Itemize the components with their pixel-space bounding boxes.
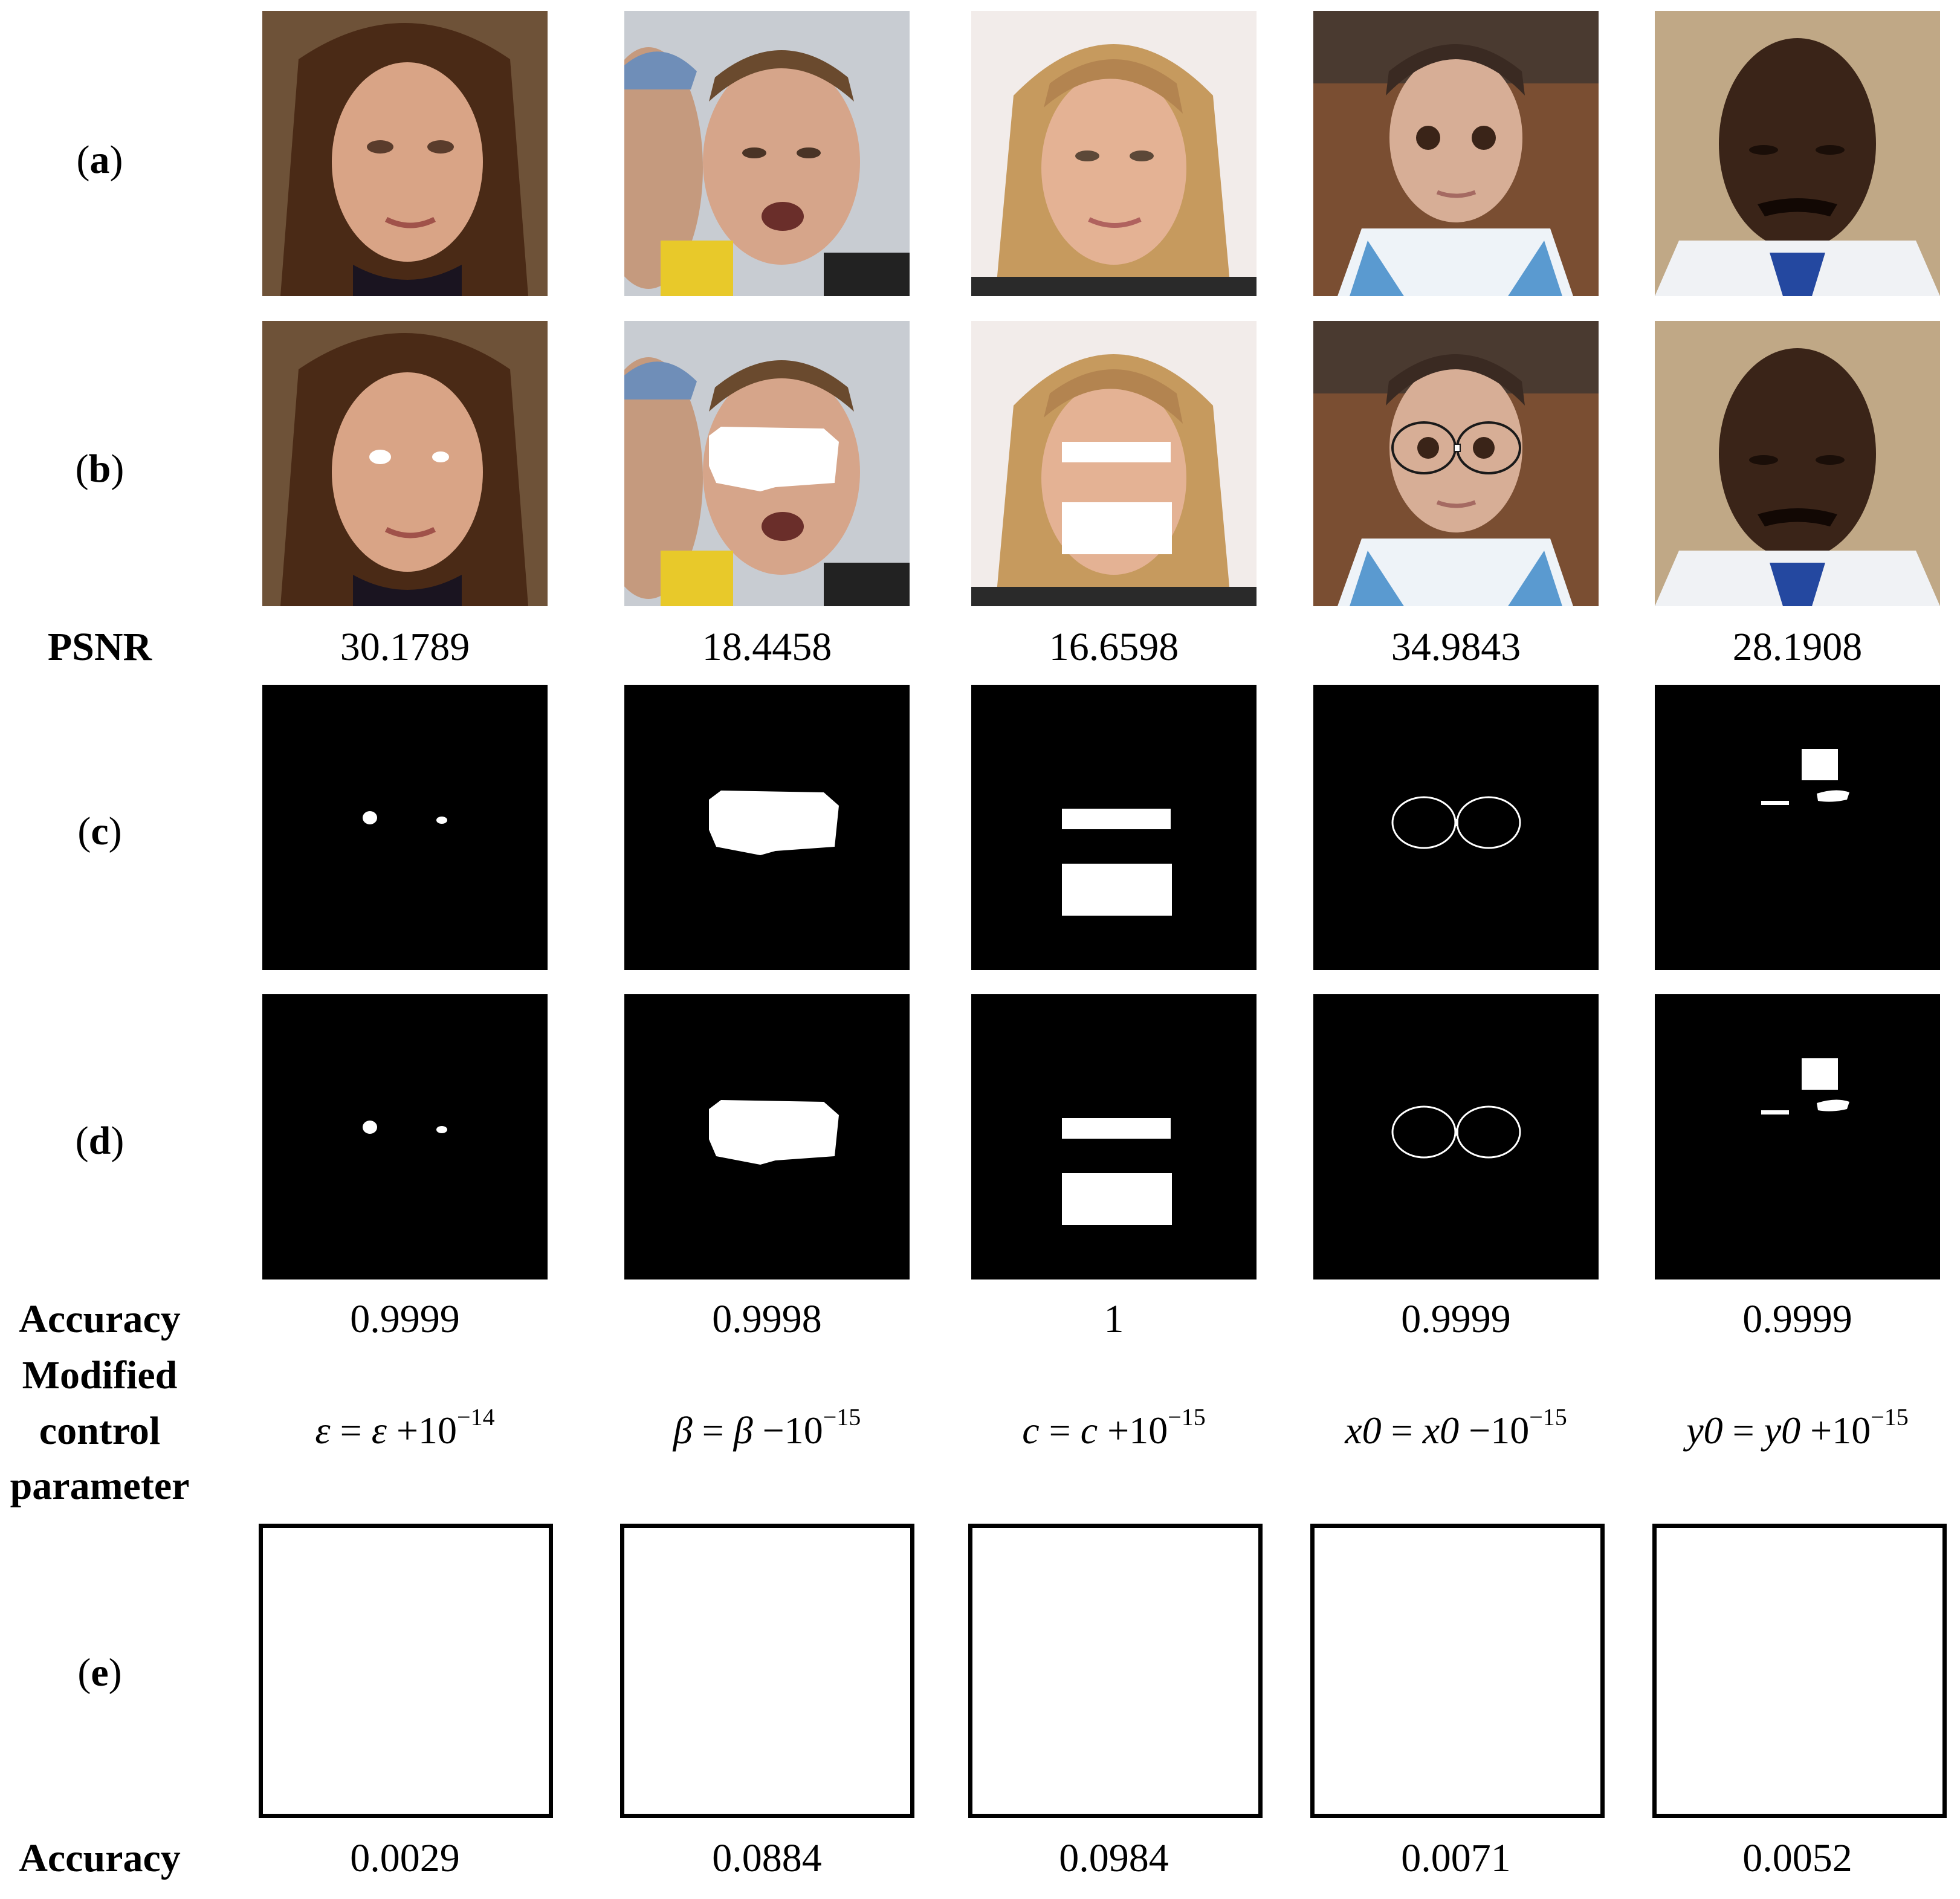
mask-d-4 xyxy=(1313,994,1599,1279)
accuracy-value-1: 0.9999 xyxy=(350,1297,460,1341)
face-photo-b-1 xyxy=(262,321,548,606)
accuracy-value-5: 0.9999 xyxy=(1742,1297,1852,1341)
row-label-psnr: PSNR xyxy=(47,625,152,669)
face-photo-b-4 xyxy=(1313,321,1599,606)
empty-box-e-5 xyxy=(1652,1524,1947,1818)
psnr-value-2: 18.4458 xyxy=(702,625,832,669)
face-photo-a-1 xyxy=(262,11,548,296)
psnr-value-5: 28.1908 xyxy=(1732,625,1863,669)
row-label-d: (d) xyxy=(75,1119,125,1163)
empty-box-e-4 xyxy=(1310,1524,1605,1818)
param-equation-2: β = β −10−15 xyxy=(673,1403,861,1452)
face-photo-b-5 xyxy=(1655,321,1940,606)
mask-d-3 xyxy=(971,994,1257,1279)
row-label-modified: Modified xyxy=(22,1353,178,1397)
accuracy-e-value-1: 0.0029 xyxy=(350,1836,460,1880)
param-equation-3: c = c +10−15 xyxy=(1022,1403,1206,1452)
mask-d-1 xyxy=(262,994,548,1279)
mask-d-2 xyxy=(624,994,910,1279)
psnr-value-4: 34.9843 xyxy=(1391,625,1521,669)
face-photo-a-5 xyxy=(1655,11,1940,296)
accuracy-value-4: 0.9999 xyxy=(1401,1297,1511,1341)
empty-box-e-2 xyxy=(620,1524,914,1818)
accuracy-e-value-3: 0.0984 xyxy=(1059,1836,1169,1880)
accuracy-e-value-2: 0.0884 xyxy=(712,1836,822,1880)
face-photo-b-3 xyxy=(971,321,1257,606)
row-label-b: (b) xyxy=(75,447,125,491)
face-photo-a-2 xyxy=(624,11,910,296)
mask-c-3 xyxy=(971,685,1257,970)
accuracy-e-value-4: 0.0071 xyxy=(1401,1836,1511,1880)
row-label-accuracy-e: Accuracy xyxy=(19,1836,181,1880)
face-photo-b-2 xyxy=(624,321,910,606)
row-label-c: (c) xyxy=(77,809,122,853)
param-equation-1: ε = ε +10−14 xyxy=(315,1403,495,1452)
accuracy-e-value-5: 0.0052 xyxy=(1742,1836,1852,1880)
row-label-parameter: parameter xyxy=(10,1464,190,1508)
face-photo-a-4 xyxy=(1313,11,1599,296)
row-label-a: (a) xyxy=(76,138,123,182)
face-photo-a-3 xyxy=(971,11,1257,296)
mask-c-5 xyxy=(1655,685,1940,970)
row-label-e: (e) xyxy=(77,1651,122,1695)
accuracy-value-2: 0.9998 xyxy=(712,1297,822,1341)
mask-c-4 xyxy=(1313,685,1599,970)
accuracy-value-3: 1 xyxy=(1104,1297,1124,1341)
mask-c-2 xyxy=(624,685,910,970)
row-label-control: control xyxy=(39,1409,161,1453)
empty-box-e-1 xyxy=(259,1524,553,1818)
mask-c-1 xyxy=(262,685,548,970)
row-label-accuracy: Accuracy xyxy=(19,1297,181,1341)
mask-d-5 xyxy=(1655,994,1940,1279)
param-equation-4: x0 = x0 −10−15 xyxy=(1345,1403,1567,1452)
empty-box-e-3 xyxy=(968,1524,1263,1818)
psnr-value-1: 30.1789 xyxy=(340,625,470,669)
param-equation-5: y0 = y0 +10−15 xyxy=(1686,1403,1909,1452)
psnr-value-3: 16.6598 xyxy=(1049,625,1179,669)
